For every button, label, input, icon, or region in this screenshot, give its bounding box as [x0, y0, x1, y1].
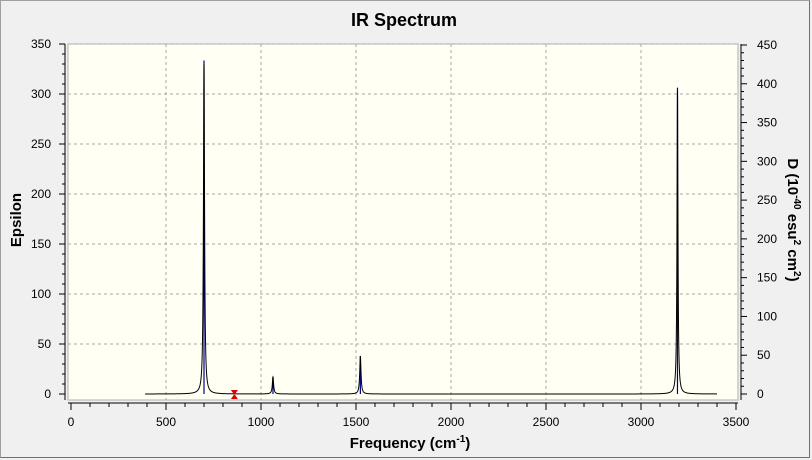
- y2-tick-label: 350: [757, 116, 777, 130]
- series-layer: [145, 60, 717, 399]
- y2-tick-label: 250: [757, 193, 777, 207]
- y-tick-label: 50: [38, 337, 52, 351]
- x-tick-label: 1500: [343, 415, 370, 429]
- y-axis-label: Epsilon: [8, 193, 25, 247]
- y2-tick-label: 300: [757, 154, 777, 168]
- x-tick-label: 2500: [533, 415, 560, 429]
- axes: [64, 44, 742, 404]
- x-tick-label: 1000: [248, 415, 275, 429]
- x-axis-label-tail: ): [465, 435, 470, 452]
- x-axis-label-main: Frequency (cm: [350, 435, 457, 452]
- chart-title: IR Spectrum: [351, 10, 457, 30]
- y2-label-superscript: -40: [791, 195, 802, 210]
- position-marker: [230, 390, 238, 399]
- x-tick-label: 3000: [628, 415, 655, 429]
- x-axis-label-superscript: -1: [456, 434, 465, 445]
- y2-tick-label: 450: [757, 38, 777, 52]
- y2-tick-label: 400: [757, 77, 777, 91]
- y2-label-superscript: 2: [791, 240, 802, 246]
- y2-label-part: cm: [784, 245, 801, 271]
- y-tick-label: 150: [31, 237, 51, 251]
- y-tick-label: 300: [31, 87, 51, 101]
- y2-axis-label: D (10-40 esu2 cm2): [784, 158, 802, 281]
- y2-label-part: esu: [784, 210, 801, 240]
- y-tick-label: 0: [44, 387, 51, 401]
- y2-label-part: ): [784, 277, 801, 282]
- x-tick-label: 500: [156, 415, 176, 429]
- axis-ticks: 0 500 1000 1500 2000 2500 3000 3500050100150200…: [31, 37, 777, 429]
- y2-label-part: D (10: [784, 158, 801, 195]
- x-tick-label: 0: [68, 415, 75, 429]
- x-tick-label: 3500: [723, 415, 750, 429]
- y2-tick-label: 200: [757, 232, 777, 246]
- y2-tick-label: 150: [757, 271, 777, 285]
- y-tick-label: 100: [31, 287, 51, 301]
- y2-label-superscript: 2: [791, 271, 802, 277]
- y-tick-label: 250: [31, 137, 51, 151]
- y-tick-label: 200: [31, 187, 51, 201]
- x-tick-label: 2000: [438, 415, 465, 429]
- y-tick-label: 350: [31, 37, 51, 51]
- y2-tick-label: 0: [757, 387, 764, 401]
- y2-tick-label: 100: [757, 309, 777, 323]
- epsilon-spectrum-line: [145, 63, 717, 395]
- grid-lines: [68, 43, 738, 400]
- x-axis-label: Frequency (cm-1): [350, 434, 471, 452]
- y2-tick-label: 50: [757, 348, 771, 362]
- plot-area: [67, 43, 739, 401]
